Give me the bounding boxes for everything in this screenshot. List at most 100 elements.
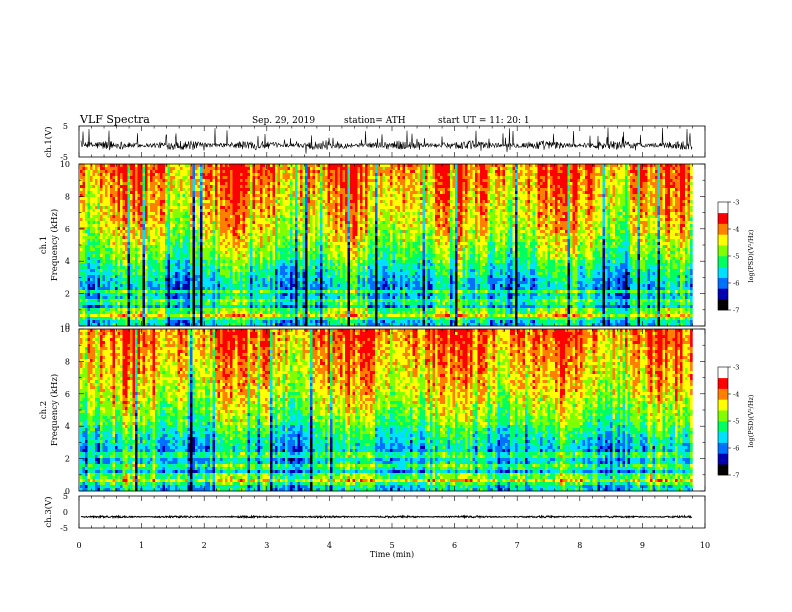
spectrogram-cell <box>195 290 198 294</box>
spectrogram-cell <box>170 317 173 321</box>
spectrogram-cell <box>202 275 206 279</box>
spectrogram-cell <box>242 212 246 216</box>
spectrogram-cell <box>197 215 201 219</box>
spectrogram-cell <box>112 227 116 231</box>
spectrogram-cell <box>220 287 223 291</box>
spectrogram-cell <box>230 281 233 285</box>
spectrogram-cell <box>195 212 198 216</box>
spectrogram-cell <box>227 170 231 174</box>
spectrogram-cell <box>92 170 96 174</box>
spectrogram-cell <box>265 260 268 264</box>
spectrogram-cell <box>85 260 88 264</box>
spectrogram-cell <box>117 215 121 219</box>
spectrogram-cell <box>100 311 103 315</box>
spectrogram-cell <box>160 185 163 189</box>
spectrogram-cell <box>97 236 101 240</box>
spectrogram-cell <box>130 203 133 207</box>
spectrogram-cell <box>182 281 186 285</box>
spectrogram-cell <box>115 224 118 228</box>
spectrogram-cell <box>277 317 281 321</box>
spectrogram-cell <box>265 239 268 243</box>
spectrogram-cell <box>277 191 281 195</box>
spectrogram-cell <box>280 239 283 243</box>
spectrogram-cell <box>80 305 83 309</box>
spectrogram-cell <box>95 299 98 303</box>
spectrogram-cell <box>115 191 118 195</box>
spectrogram-cell <box>170 221 173 225</box>
spectrogram-cell <box>87 320 91 324</box>
spectrogram-cell <box>177 236 181 240</box>
spectrogram-cell <box>147 176 151 180</box>
spectrogram-cell <box>267 194 271 198</box>
spectrogram-cell <box>125 182 128 186</box>
spectrogram-cell <box>210 269 213 273</box>
spectrogram-cell <box>265 242 268 246</box>
spectrogram-cell <box>235 299 238 303</box>
spectrogram-cell <box>100 185 103 189</box>
spectrogram-cell <box>195 233 198 237</box>
spectrogram-cell <box>167 302 171 306</box>
spectrogram-cell <box>120 224 123 228</box>
spectrogram-cell <box>120 311 123 315</box>
spectrogram-cell <box>262 314 266 318</box>
spectrogram-cell <box>197 287 201 291</box>
spectrogram-cell <box>255 170 258 174</box>
spectrogram-cell <box>297 248 301 252</box>
spectrogram-cell <box>145 248 148 252</box>
spectrogram-cell <box>112 206 116 210</box>
spectrogram-cell <box>280 185 283 189</box>
spectrogram-cell <box>297 245 301 249</box>
spectrogram-cell <box>137 260 141 264</box>
spectrogram-cell <box>267 224 271 228</box>
spectrogram-cell <box>295 296 298 300</box>
spectrogram-cell <box>295 209 298 213</box>
spectrogram-cell <box>200 188 203 192</box>
spectrogram-cell <box>140 299 143 303</box>
spectrogram-cell <box>115 206 118 210</box>
spectrogram-cell <box>145 230 148 234</box>
spectrogram-cell <box>250 266 253 270</box>
spectrogram-cell <box>257 224 261 228</box>
spectrogram-cell <box>152 209 156 213</box>
spectrogram-cell <box>170 218 173 222</box>
spectrogram-cell <box>210 176 213 180</box>
spectrogram-cell <box>140 182 143 186</box>
spectrogram-cell <box>165 278 168 282</box>
spectrogram-cell <box>202 167 206 171</box>
spectrogram-cell <box>117 227 121 231</box>
spectrogram-cell <box>135 239 138 243</box>
spectrogram-cell <box>112 263 116 267</box>
spectrogram-cell <box>97 176 101 180</box>
spectrogram-cell <box>107 242 111 246</box>
spectrogram-cell <box>82 176 86 180</box>
spectrogram-cell <box>267 257 271 261</box>
spectrogram-cell <box>195 215 198 219</box>
spectrogram-cell <box>147 236 151 240</box>
spectrogram-cell <box>292 227 296 231</box>
spectrogram-cell <box>147 269 151 273</box>
spectrogram-cell <box>275 212 278 216</box>
spectrogram-cell <box>122 197 126 201</box>
spectrogram-cell <box>120 239 123 243</box>
spectrogram-cell <box>180 302 183 306</box>
spectrogram-cell <box>242 215 246 219</box>
spectrogram-cell <box>190 317 193 321</box>
spectrogram-cell <box>225 206 228 210</box>
spectrogram-cell <box>247 185 251 189</box>
spectrogram-cell <box>125 272 128 276</box>
spectrogram-cell <box>122 263 126 267</box>
spectrogram-cell <box>232 215 236 219</box>
spectrogram-cell <box>185 281 188 285</box>
spectrogram-cell <box>132 197 136 201</box>
spectrogram-cell <box>210 245 213 249</box>
spectrogram-cell <box>262 299 266 303</box>
spectrogram-cell <box>250 191 253 195</box>
spectrogram-cell <box>165 254 168 258</box>
spectrogram-cell <box>187 302 191 306</box>
spectrogram-cell <box>210 272 213 276</box>
spectrogram-cell <box>87 305 91 309</box>
spectrogram-cell <box>205 182 208 186</box>
spectrogram-cell <box>205 230 208 234</box>
spectrogram-cell <box>247 212 251 216</box>
spectrogram-cell <box>302 242 306 246</box>
